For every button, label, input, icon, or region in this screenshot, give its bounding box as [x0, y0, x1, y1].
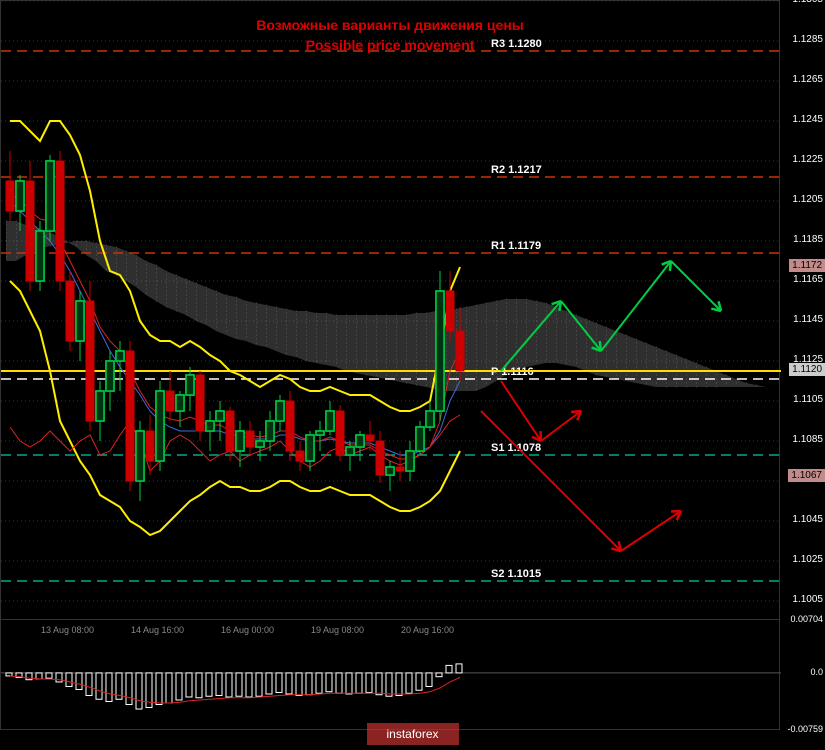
- sub-y-tick-label: 0.0: [810, 667, 823, 677]
- watermark: instaforex: [366, 723, 458, 745]
- svg-text:R1 1.1179: R1 1.1179: [491, 240, 541, 252]
- y-tick-label: 1.1085: [792, 434, 823, 445]
- y-tick-label: 1.1105: [793, 394, 823, 405]
- y-axis-sub: 0.007040.0-0.00759: [780, 620, 825, 730]
- price-highlight: 1.1120: [789, 363, 825, 376]
- chart-container: R3 1.1280R2 1.1217R1 1.1179P 1.1116S1 1.…: [0, 0, 825, 750]
- y-tick-label: 1.1205: [792, 194, 823, 205]
- svg-text:S1 1.1078: S1 1.1078: [491, 442, 541, 454]
- sub-y-tick-label: 0.00704: [790, 614, 823, 624]
- y-tick-label: 1.1225: [792, 154, 823, 165]
- svg-text:S2 1.1015: S2 1.1015: [491, 568, 541, 580]
- y-tick-label: 1.1285: [792, 34, 823, 45]
- y-tick-label: 1.1025: [792, 554, 823, 565]
- svg-text:R2 1.1217: R2 1.1217: [491, 164, 542, 176]
- price-highlight: 1.1172: [789, 259, 825, 272]
- y-axis-main: 1.10051.10251.10451.10651.10851.11051.11…: [780, 0, 825, 620]
- sub-y-tick-label: -0.00759: [787, 724, 823, 734]
- y-tick-label: 1.1185: [793, 234, 823, 245]
- title-russian: Возможные варианты движения цены: [1, 17, 779, 33]
- main-overlay-svg: R3 1.1280R2 1.1217R1 1.1179P 1.1116S1 1.…: [1, 1, 781, 621]
- svg-text:P 1.1116: P 1.1116: [491, 366, 534, 378]
- sub-overlay-svg: [1, 620, 781, 730]
- macd-panel: [0, 620, 780, 730]
- title-english: Possible price movement: [1, 37, 779, 53]
- y-tick-label: 1.1265: [792, 74, 823, 85]
- y-tick-label: 1.1165: [793, 274, 823, 285]
- y-tick-label: 1.1045: [792, 514, 823, 525]
- y-tick-label: 1.1305: [792, 0, 823, 5]
- y-tick-label: 1.1005: [792, 594, 823, 605]
- price-highlight: 1.1067: [788, 469, 825, 482]
- y-tick-label: 1.1145: [793, 314, 823, 325]
- main-price-panel: R3 1.1280R2 1.1217R1 1.1179P 1.1116S1 1.…: [0, 0, 780, 620]
- y-tick-label: 1.1245: [792, 114, 823, 125]
